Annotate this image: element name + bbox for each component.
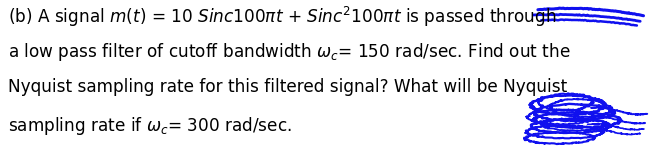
Text: a low pass filter of cutoff bandwidth $\omega_c$= 150 rad/sec. Find out the: a low pass filter of cutoff bandwidth $\… bbox=[8, 41, 570, 63]
Text: Nyquist sampling rate for this filtered signal? What will be Nyquist: Nyquist sampling rate for this filtered … bbox=[8, 78, 567, 96]
Text: sampling rate if $\omega_c$= 300 rad/sec.: sampling rate if $\omega_c$= 300 rad/sec… bbox=[8, 115, 292, 137]
Text: (b) A signal $m(t)$ = 10 $Sinc$100$\pi t$ + $Sinc^{2}$100$\pi t$ is passed throu: (b) A signal $m(t)$ = 10 $Sinc$100$\pi t… bbox=[8, 4, 556, 29]
